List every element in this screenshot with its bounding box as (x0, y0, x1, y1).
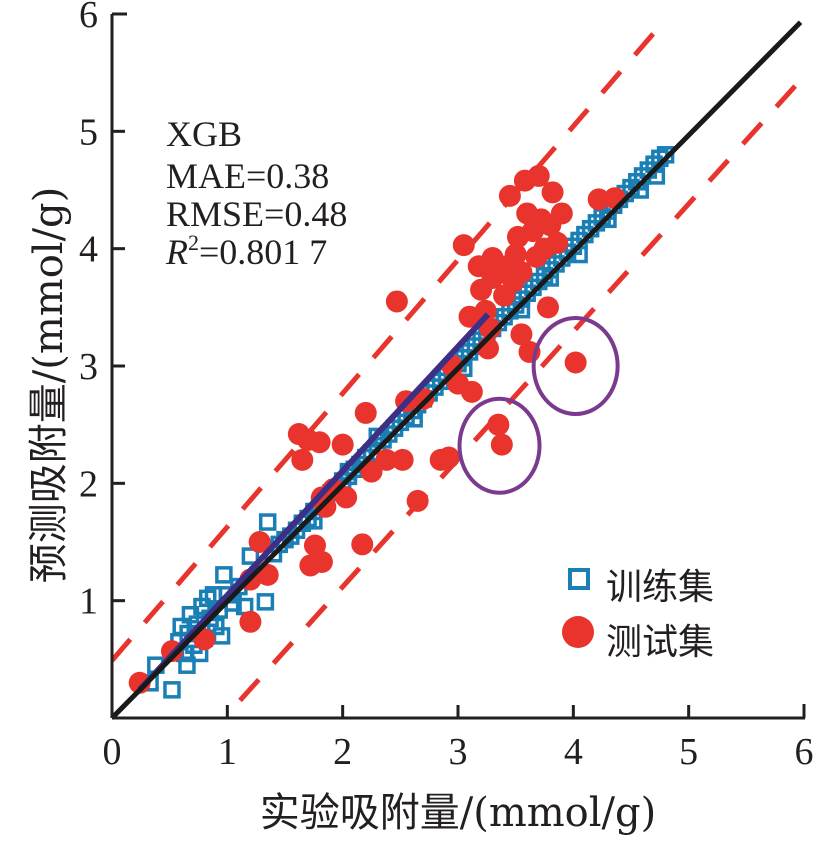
y-axis-title: 预测吸附量/(mmol/g) (26, 187, 72, 584)
y-ticks: 1 2 3 4 5 6 (79, 0, 125, 623)
x-tick-label: 1 (218, 731, 237, 773)
train-point (258, 513, 277, 531)
train-point (178, 656, 196, 674)
test-point (498, 184, 521, 207)
outlier-ellipse-1 (531, 316, 620, 416)
test-point (331, 433, 354, 456)
test-point (351, 533, 374, 556)
test-point (360, 460, 383, 483)
test-point (406, 489, 429, 512)
r2-number: =0.801 7 (199, 232, 327, 272)
train-point (163, 681, 181, 699)
train-point (599, 210, 617, 229)
legend-train-marker (568, 568, 590, 590)
rmse-value: RMSE=0.48 (166, 194, 347, 234)
test-point (303, 534, 326, 557)
test-point (479, 317, 502, 340)
identity-line (110, 20, 803, 720)
lower-bound-line (238, 73, 808, 703)
highlight-ellipses (457, 316, 620, 495)
r2-symbol: R (165, 232, 188, 272)
test-point (550, 202, 573, 225)
test-point (335, 486, 358, 509)
test-point (308, 431, 331, 454)
test-point (603, 187, 626, 210)
y-tick-label: 4 (79, 229, 98, 271)
test-point (541, 181, 564, 204)
x-tick-label: 6 (795, 731, 814, 773)
x-axis-title: 实验吸附量/(mmol/g) (260, 790, 657, 836)
x-tick-label: 0 (103, 731, 122, 773)
test-series (128, 164, 626, 694)
test-point (385, 290, 408, 313)
test-point (587, 188, 610, 211)
r2-value: R2=0.801 7 (165, 230, 327, 272)
test-point (291, 448, 314, 471)
r2-superscript: 2 (188, 230, 199, 255)
test-point (490, 433, 513, 456)
test-point (504, 243, 527, 266)
test-point (391, 448, 414, 471)
test-point (437, 446, 460, 469)
metrics-annotation: XGB MAE=0.38 RMSE=0.48 R2=0.801 7 (165, 114, 347, 272)
legend: 训练集 测试集 (562, 567, 714, 663)
test-point (474, 299, 497, 322)
train-point (215, 566, 233, 584)
test-point (310, 550, 333, 573)
y-tick-label: 5 (79, 111, 98, 153)
train-point (256, 593, 275, 611)
test-point (527, 164, 550, 187)
x-tick-label: 5 (679, 731, 698, 773)
y-tick-label: 3 (79, 346, 98, 388)
test-point (510, 323, 533, 346)
x-tick-label: 3 (449, 731, 468, 773)
train-point (541, 269, 560, 287)
test-point (314, 495, 337, 518)
legend-test-marker (562, 616, 594, 648)
legend-test-label: 测试集 (606, 622, 714, 663)
test-point (354, 401, 377, 424)
y-tick-label: 1 (79, 581, 98, 623)
test-point (536, 296, 559, 319)
x-tick-label: 4 (564, 731, 583, 773)
mae-value: MAE=0.38 (166, 156, 329, 196)
test-point (375, 448, 398, 471)
test-point (487, 413, 510, 436)
x-ticks: 0 1 2 3 4 5 6 (103, 705, 814, 773)
y-tick-label: 2 (79, 463, 98, 505)
test-point (460, 380, 483, 403)
test-point (193, 628, 216, 651)
fit-line (137, 312, 491, 692)
y-tick-label: 6 (79, 0, 98, 36)
outlier-ellipse-2 (457, 396, 542, 495)
test-point (239, 610, 262, 633)
test-point (452, 234, 475, 257)
upper-bound-line (110, 21, 665, 663)
legend-train-label: 训练集 (606, 567, 714, 608)
test-point (510, 261, 533, 284)
model-name: XGB (166, 114, 242, 154)
fit-lines (110, 20, 803, 720)
test-point (546, 231, 569, 254)
x-tick-label: 2 (333, 731, 352, 773)
reference-lines (110, 21, 808, 703)
test-point (564, 351, 587, 374)
train-point (241, 547, 260, 565)
test-point (248, 531, 271, 553)
